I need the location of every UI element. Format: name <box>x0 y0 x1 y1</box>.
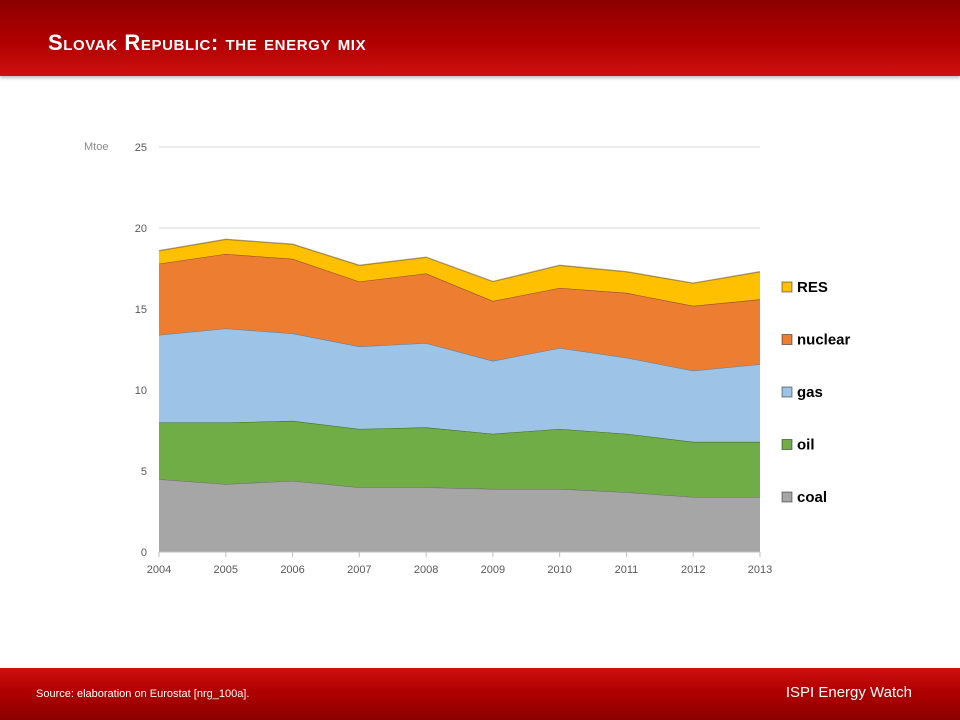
x-tick-label: 2008 <box>414 564 438 576</box>
legend-swatch-gas <box>781 386 793 398</box>
x-tick-label: 2006 <box>280 564 304 576</box>
legend-swatch-coal <box>781 491 793 503</box>
area-nuclear <box>159 253 760 371</box>
y-tick-label: 5 <box>141 466 147 478</box>
legend-label-coal: coal <box>797 489 827 506</box>
legend-swatch-res <box>781 281 793 293</box>
y-axis: 0 5 10 15 20 25 <box>135 142 147 559</box>
legend-swatch-nuclear <box>781 334 793 345</box>
y-axis-unit-label: Mtoe <box>84 141 108 153</box>
legend-label-oil: oil <box>797 437 815 454</box>
slide-title: Slovak Republic: the energy mix <box>48 30 367 55</box>
energy-mix-chart: 2004 2005 2006 2007 2008 2009 2010 2011 2012 2013… <box>84 141 851 576</box>
x-tick-label: 2013 <box>748 564 772 576</box>
area-oil <box>159 420 760 497</box>
area-edge-res <box>158 238 761 284</box>
legend-label-res: RES <box>797 279 828 296</box>
y-tick-label: 15 <box>135 304 147 316</box>
source-note: Source: elaboration on Eurostat [nrg_100… <box>36 688 250 700</box>
area-coal <box>159 479 760 552</box>
x-tick-label: 2007 <box>347 564 371 576</box>
x-tick-label: 2011 <box>615 564 639 576</box>
x-tick-label: 2004 <box>147 564 171 576</box>
area-res <box>159 239 760 306</box>
area-gas <box>159 328 760 442</box>
y-tick-label: 10 <box>135 385 147 397</box>
title-bar <box>0 0 960 76</box>
y-tick-label: 25 <box>135 142 147 154</box>
legend-swatch-oil <box>781 439 793 450</box>
legend: RES nuclear gas oil coal <box>781 279 851 506</box>
x-tick-label: 2012 <box>681 564 705 576</box>
x-axis: 2004 2005 2006 2007 2008 2009 2010 2011 2012 2013 <box>147 551 772 576</box>
x-tick-label: 2010 <box>547 564 571 576</box>
footer-bar <box>0 668 960 720</box>
y-tick-label: 20 <box>135 223 147 235</box>
stacked-areas <box>158 238 761 552</box>
x-tick-label: 2005 <box>214 564 238 576</box>
brand-label: ISPI Energy Watch <box>785 684 912 701</box>
x-tick-label: 2009 <box>481 564 505 576</box>
legend-label-nuclear: nuclear <box>797 332 851 349</box>
legend-label-gas: gas <box>797 384 823 401</box>
y-tick-label: 0 <box>141 547 147 559</box>
